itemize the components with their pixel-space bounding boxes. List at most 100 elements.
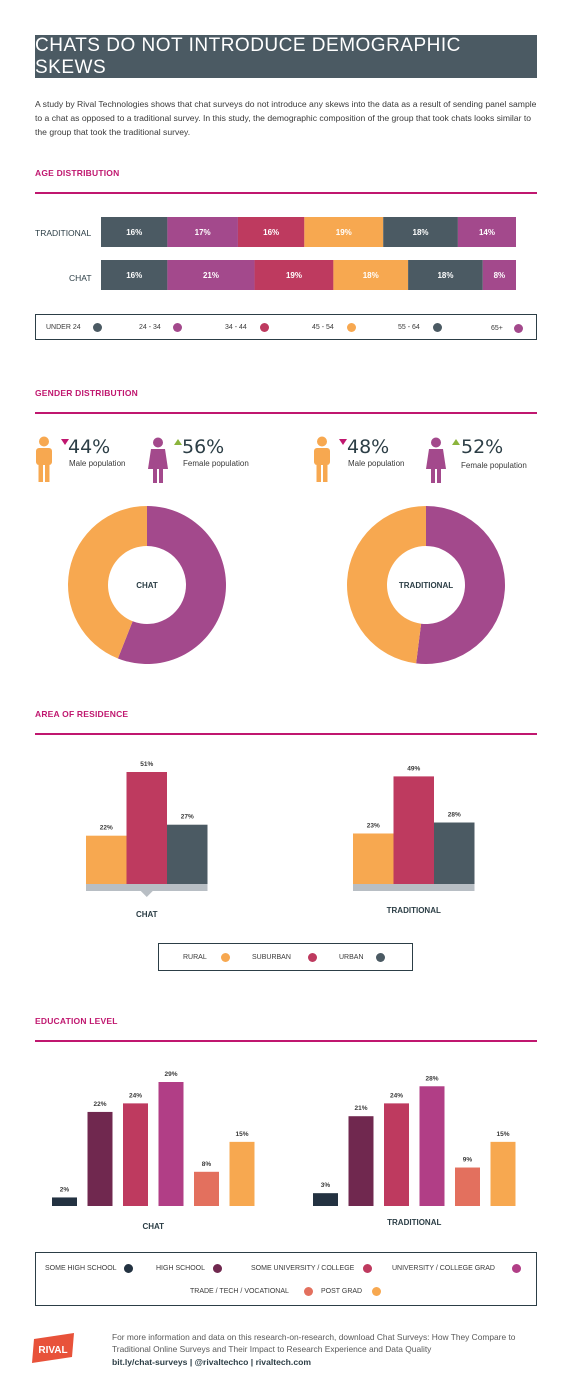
education-bar-traditional-4 (455, 1167, 480, 1206)
education-group-label-chat: CHAT (142, 1222, 164, 1231)
age-legend-dot-under-24 (93, 323, 102, 332)
traditional-female-caption: Female population (461, 461, 527, 470)
up-triangle-icon (452, 439, 460, 445)
age-legend-dot-24-34 (173, 323, 182, 332)
residence-legend-label-urban: URBAN (339, 954, 364, 961)
footer-text: For more information and data on this re… (112, 1332, 516, 1354)
residence-value-label-traditional-1: 49% (407, 765, 420, 772)
education-value-label-traditional-2: 24% (390, 1092, 403, 1099)
residence-value-label-chat-0: 22% (100, 825, 113, 832)
age-bar-label-chat-5: 8% (494, 271, 506, 280)
age-legend-label-55-64: 55 - 64 (398, 324, 420, 331)
education-bar-chat-0 (52, 1197, 77, 1206)
edu-legend-label-some-high-school: SOME HIGH SCHOOL (45, 1265, 117, 1272)
education-value-label-chat-4: 8% (202, 1161, 212, 1168)
age-bar-segment-chat-4 (408, 260, 483, 290)
residence-bar-chart: 22% 51% 27% CHAT 23% 49% 28% TRADITIONAL (86, 761, 475, 919)
age-bar-segment-chat-5 (482, 260, 516, 290)
edu-legend-dot-some-university (363, 1264, 372, 1273)
edu-legend-dot-some-high-school (124, 1264, 133, 1273)
residence-pointer-chat (140, 891, 153, 897)
gender-divider (35, 412, 537, 414)
age-bar-segment-traditional-4 (383, 217, 458, 247)
edu-legend-label-high-school: HIGH SCHOOL (156, 1265, 206, 1272)
residence-bar-traditional-2 (434, 822, 475, 884)
down-triangle-icon (61, 439, 69, 445)
up-triangle-icon (174, 439, 182, 445)
age-legend-label-65-plus: 65+ (491, 325, 503, 332)
education-bar-chat-2 (123, 1103, 148, 1206)
male-person-icon (314, 436, 330, 482)
age-bar-label-traditional-2: 16% (263, 228, 279, 237)
education-bar-chart: 2% 22% 24% 29% 8% 15% CHAT 3% 21% 24% 28% 9% 15% TRAD… (52, 1071, 516, 1231)
residence-group-label-traditional: TRADITIONAL (387, 906, 441, 915)
residence-bar-chat-2 (167, 824, 208, 884)
residence-value-label-chat-2: 27% (181, 814, 194, 821)
education-value-label-traditional-3: 28% (425, 1075, 438, 1082)
education-bar-chat-5 (229, 1141, 255, 1206)
chat-female-percent: 56% (182, 436, 225, 458)
residence-divider (35, 733, 537, 735)
residence-baseline-chat (86, 884, 208, 891)
age-divider (35, 192, 537, 194)
age-legend-label-24-34: 24 - 34 (139, 324, 161, 331)
age-bar-segment-traditional-3 (304, 217, 384, 247)
traditional-female-percent: 52% (461, 436, 504, 458)
residence-legend: RURAL SUBURBAN URBAN (158, 943, 413, 971)
education-value-label-traditional-0: 3% (321, 1182, 331, 1189)
education-bar-traditional-3 (419, 1086, 445, 1206)
residence-baseline-traditional (353, 884, 475, 891)
education-bar-chat-3 (158, 1082, 184, 1206)
rival-logo: RIVAL (32, 1333, 74, 1363)
education-bar-traditional-5 (490, 1141, 516, 1206)
age-row-label-chat: CHAT (69, 273, 92, 283)
donut-center-label-chat: CHAT (136, 581, 158, 590)
education-value-label-chat-2: 24% (129, 1092, 142, 1099)
down-triangle-icon (339, 439, 347, 445)
donut-slice-male-chat (67, 506, 147, 659)
age-bar-segment-chat-2 (254, 260, 334, 290)
age-bar-label-traditional-3: 19% (336, 228, 352, 237)
education-value-label-chat-0: 2% (60, 1186, 70, 1193)
chat-male-caption: Male population (69, 459, 126, 468)
age-bar-label-chat-3: 18% (363, 271, 379, 280)
title-banner: CHATS DO NOT INTRODUCE DEMOGRAPHIC SKEWS (35, 35, 537, 78)
edu-legend-dot-post-grad (372, 1287, 381, 1296)
residence-section-title: AREA OF RESIDENCE (35, 709, 129, 719)
age-bar-label-traditional-4: 18% (413, 228, 429, 237)
residence-bar-chat-0 (86, 835, 127, 884)
residence-value-label-traditional-0: 23% (367, 822, 380, 829)
age-legend-dot-55-64 (433, 323, 442, 332)
education-bar-chat-1 (87, 1111, 113, 1206)
age-legend-label-34-44: 34 - 44 (225, 324, 247, 331)
residence-value-label-traditional-2: 28% (448, 812, 461, 819)
age-bar-segment-chat-1 (167, 260, 255, 290)
age-legend-dot-34-44 (260, 323, 269, 332)
donut-slice-female-chat (117, 506, 226, 664)
gender-donut-charts: CHAT TRADITIONAL (67, 506, 505, 664)
education-value-label-chat-3: 29% (164, 1071, 177, 1078)
age-legend-dot-65-plus (514, 324, 523, 333)
age-bar-label-chat-4: 18% (437, 271, 453, 280)
age-bar-label-traditional-1: 17% (195, 228, 211, 237)
donut-slice-male-traditional (346, 506, 426, 664)
residence-group-label-chat: CHAT (136, 910, 158, 919)
education-value-label-chat-1: 22% (93, 1101, 106, 1108)
age-bar-label-traditional-5: 14% (479, 228, 495, 237)
age-bar-segment-chat-0 (101, 260, 168, 290)
age-section-title: AGE DISTRIBUTION (35, 168, 120, 178)
education-bar-chat-4 (194, 1171, 219, 1206)
education-bar-traditional-2 (384, 1103, 409, 1206)
rival-logo-text: RIVAL (38, 1345, 67, 1356)
residence-bar-traditional-0 (353, 833, 394, 884)
age-bar-segment-traditional-5 (457, 217, 516, 247)
age-bar-label-chat-0: 16% (126, 271, 142, 280)
male-person-icon (36, 436, 52, 482)
residence-legend-dot-suburban (308, 953, 317, 962)
traditional-male-caption: Male population (348, 459, 405, 468)
age-bar-segment-traditional-2 (237, 217, 305, 247)
page-title: CHATS DO NOT INTRODUCE DEMOGRAPHIC SKEWS (35, 34, 461, 78)
education-bar-traditional-1 (348, 1116, 374, 1206)
age-bar-label-traditional-0: 16% (126, 228, 142, 237)
residence-legend-dot-urban (376, 953, 385, 962)
